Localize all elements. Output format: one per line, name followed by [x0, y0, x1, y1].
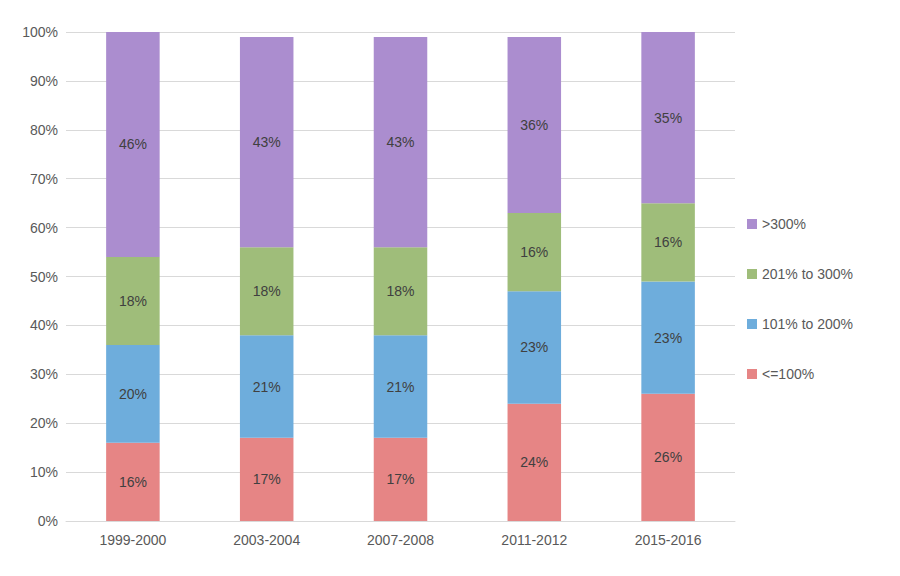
svg-text:80%: 80% — [30, 122, 58, 138]
svg-text:26%: 26% — [654, 449, 682, 465]
svg-text:20%: 20% — [119, 386, 147, 402]
svg-text:46%: 46% — [119, 136, 147, 152]
svg-text:201% to 300%: 201% to 300% — [762, 266, 853, 282]
svg-text:17%: 17% — [386, 471, 414, 487]
svg-text:2003-2004: 2003-2004 — [233, 532, 300, 548]
svg-text:35%: 35% — [654, 110, 682, 126]
svg-text:21%: 21% — [253, 379, 281, 395]
svg-text:18%: 18% — [386, 283, 414, 299]
svg-text:101% to 200%: 101% to 200% — [762, 316, 853, 332]
svg-text:100%: 100% — [22, 24, 58, 40]
svg-text:21%: 21% — [386, 379, 414, 395]
svg-text:43%: 43% — [253, 134, 281, 150]
svg-text:23%: 23% — [520, 339, 548, 355]
svg-text:2011-2012: 2011-2012 — [501, 532, 567, 548]
svg-text:20%: 20% — [30, 415, 58, 431]
svg-text:60%: 60% — [30, 220, 58, 236]
svg-text:30%: 30% — [30, 366, 58, 382]
svg-text:<=100%: <=100% — [762, 366, 814, 382]
svg-text:40%: 40% — [30, 317, 58, 333]
svg-text:18%: 18% — [253, 283, 281, 299]
svg-text:16%: 16% — [119, 474, 147, 490]
svg-text:36%: 36% — [520, 117, 548, 133]
svg-text:90%: 90% — [30, 73, 58, 89]
svg-text:>300%: >300% — [762, 216, 806, 232]
svg-text:17%: 17% — [253, 471, 281, 487]
svg-text:16%: 16% — [654, 234, 682, 250]
svg-text:50%: 50% — [30, 269, 58, 285]
svg-text:70%: 70% — [30, 171, 58, 187]
svg-text:10%: 10% — [30, 464, 58, 480]
svg-text:1999-2000: 1999-2000 — [99, 532, 166, 548]
svg-text:23%: 23% — [654, 330, 682, 346]
svg-text:24%: 24% — [520, 454, 548, 470]
svg-text:2007-2008: 2007-2008 — [367, 532, 434, 548]
svg-text:16%: 16% — [520, 244, 548, 260]
svg-text:0%: 0% — [38, 513, 58, 529]
svg-text:18%: 18% — [119, 293, 147, 309]
svg-text:43%: 43% — [386, 134, 414, 150]
svg-text:2015-2016: 2015-2016 — [635, 532, 702, 548]
